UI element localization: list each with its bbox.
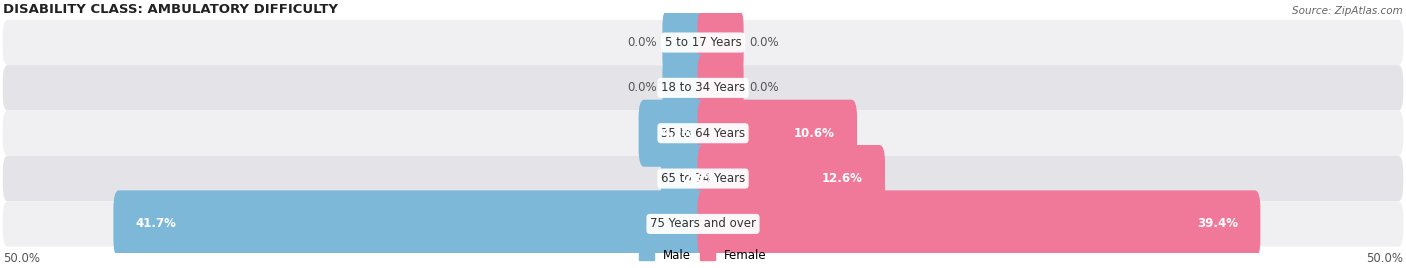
FancyBboxPatch shape: [3, 156, 1403, 201]
FancyBboxPatch shape: [3, 110, 1403, 156]
Text: DISABILITY CLASS: AMBULATORY DIFFICULTY: DISABILITY CLASS: AMBULATORY DIFFICULTY: [3, 3, 337, 16]
Text: 41.7%: 41.7%: [136, 217, 177, 230]
FancyBboxPatch shape: [114, 190, 709, 258]
Text: 2.6%: 2.6%: [683, 172, 716, 185]
Text: 39.4%: 39.4%: [1197, 217, 1237, 230]
Text: 50.0%: 50.0%: [3, 252, 39, 265]
Text: 12.6%: 12.6%: [821, 172, 863, 185]
Text: 0.0%: 0.0%: [749, 36, 779, 49]
FancyBboxPatch shape: [697, 9, 744, 76]
Text: 50.0%: 50.0%: [1367, 252, 1403, 265]
Text: 0.0%: 0.0%: [749, 81, 779, 94]
FancyBboxPatch shape: [697, 145, 884, 212]
Text: 10.6%: 10.6%: [794, 127, 835, 140]
FancyBboxPatch shape: [3, 65, 1403, 110]
FancyBboxPatch shape: [3, 20, 1403, 65]
FancyBboxPatch shape: [662, 54, 709, 121]
FancyBboxPatch shape: [697, 190, 1260, 258]
FancyBboxPatch shape: [697, 100, 858, 167]
Text: 75 Years and over: 75 Years and over: [650, 217, 756, 230]
Text: 4.2%: 4.2%: [661, 127, 693, 140]
FancyBboxPatch shape: [697, 54, 744, 121]
FancyBboxPatch shape: [662, 9, 709, 76]
Text: 65 to 74 Years: 65 to 74 Years: [661, 172, 745, 185]
Text: Source: ZipAtlas.com: Source: ZipAtlas.com: [1292, 6, 1403, 16]
FancyBboxPatch shape: [3, 201, 1403, 247]
Text: 35 to 64 Years: 35 to 64 Years: [661, 127, 745, 140]
FancyBboxPatch shape: [661, 145, 709, 212]
Text: 18 to 34 Years: 18 to 34 Years: [661, 81, 745, 94]
FancyBboxPatch shape: [638, 100, 709, 167]
Text: 0.0%: 0.0%: [627, 81, 657, 94]
Text: 0.0%: 0.0%: [627, 36, 657, 49]
Legend: Male, Female: Male, Female: [634, 244, 772, 267]
Text: 5 to 17 Years: 5 to 17 Years: [665, 36, 741, 49]
